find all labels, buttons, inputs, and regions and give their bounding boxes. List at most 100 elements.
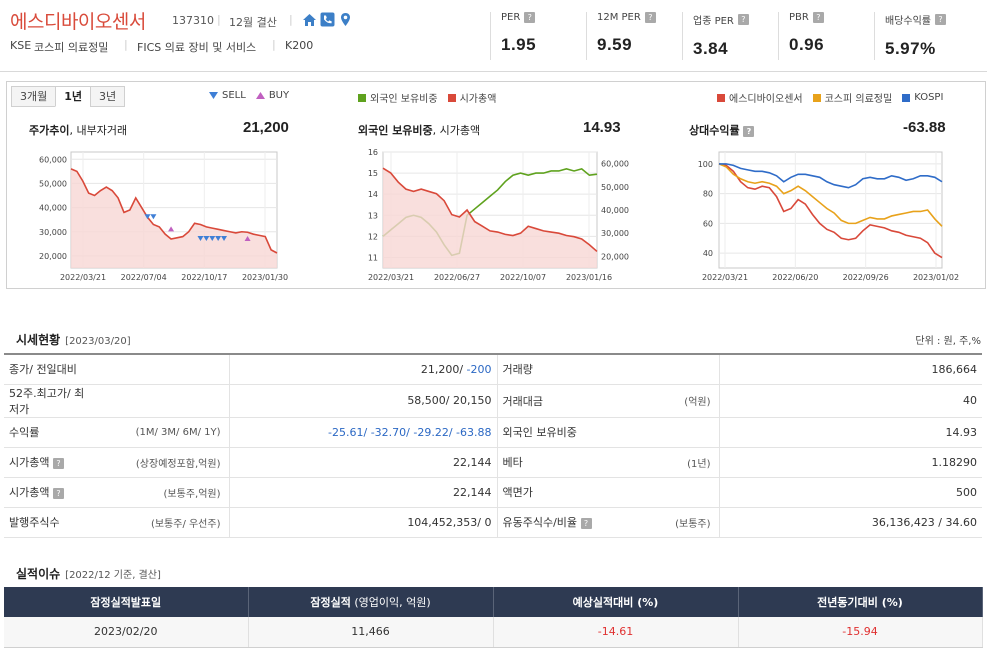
legend-sell: SELL xyxy=(209,90,246,101)
help-icon[interactable]: ? xyxy=(737,14,749,25)
header-text: 잠정실적 xyxy=(310,596,351,609)
market-status-title: 시세현황 [2023/03/20] xyxy=(16,331,131,348)
yoy-value: -15.94 xyxy=(738,617,983,648)
relative-panel-value: -63.88 xyxy=(903,119,946,136)
relative-legend: 에스디바이오센서 코스피 의료정밀 KOSPI xyxy=(717,90,943,105)
help-icon[interactable]: ? xyxy=(580,518,592,529)
location-pin-icon[interactable] xyxy=(338,12,353,27)
section-title-text: 실적이슈 xyxy=(16,567,61,581)
row-sublabel xyxy=(607,353,719,385)
divider: | xyxy=(217,13,221,26)
value-text: 104,452,353/ 0 xyxy=(407,515,492,529)
value-change: -200 xyxy=(466,362,492,376)
value-text: 21,200/ xyxy=(420,362,467,376)
relative-panel-title: 상대수익률 ? xyxy=(689,122,755,138)
x-tick-label: 2023/01/16 xyxy=(566,273,612,282)
row-label: 시가총액 ? xyxy=(4,477,99,508)
sell-marker xyxy=(144,214,151,220)
metric-value: 9.59 xyxy=(597,35,633,54)
y-tick-label: 60 xyxy=(703,219,713,228)
index-member: K200 xyxy=(285,39,314,52)
metric-per: PER? 1.95 xyxy=(490,12,588,60)
metric-label: 12M PER xyxy=(597,12,641,23)
legend-label: 시가총액 xyxy=(459,94,497,105)
tab-1y[interactable]: 1년 xyxy=(55,86,92,107)
value-text: 22,144 xyxy=(453,485,492,499)
tab-3m[interactable]: 3개월 xyxy=(11,86,57,107)
help-icon[interactable]: ? xyxy=(935,14,946,25)
sell-marker xyxy=(215,236,222,241)
market-status-table: 종가/ 전일대비 21,200/ -200 거래량 186,664 52주.최고가/ 최… xyxy=(4,353,982,538)
metric-sector-per: 업종 PER? 3.84 xyxy=(682,12,780,60)
row-sublabel xyxy=(607,417,719,448)
x-tick-label: 2022/03/21 xyxy=(60,273,106,282)
row-value: 104,452,353/ 0 xyxy=(228,507,498,538)
header-announce-date: 잠정실적발표일 xyxy=(4,587,249,617)
row-value: 186,664 xyxy=(718,353,982,385)
row-label: 베타 xyxy=(497,447,607,478)
label-text: 발행주식수 xyxy=(9,516,60,529)
header-text: 잠정실적발표일 xyxy=(90,596,162,609)
phone-icon[interactable] xyxy=(320,12,335,27)
table-row: 발행주식수 (보통주/ 우선주) 104,452,353/ 0 유동주식수/비율 ?(… xyxy=(4,507,982,538)
table-row: 52주.최고가/ 최저가 58,500/ 20,150 거래대금 (억원) 40 xyxy=(4,384,982,418)
legend-sector: 코스피 의료정밀 xyxy=(812,90,892,105)
label-text: 수익률 xyxy=(9,426,40,439)
row-label: 액면가 xyxy=(497,477,607,508)
help-icon[interactable]: ? xyxy=(743,126,755,137)
sector-return-line xyxy=(718,163,943,227)
help-icon[interactable]: ? xyxy=(524,12,536,23)
sell-marker xyxy=(221,236,228,241)
price-chart: 60,000 50,000 40,000 30,000 20,000 2022/03/21… xyxy=(39,151,288,282)
y-tick-label: 11 xyxy=(368,253,378,262)
row-value: 14.93 xyxy=(718,417,982,448)
x-tick-label: 2022/07/04 xyxy=(121,273,167,282)
row-label: 유동주식수/비율 ? xyxy=(497,507,607,538)
sell-marker xyxy=(150,214,157,220)
earnings-title: 실적이슈 [2022/12 기준, 결산] xyxy=(16,565,161,582)
value-text: 58,500/ 20,150 xyxy=(407,394,492,407)
row-value: 1.18290 xyxy=(718,447,982,478)
home-icon[interactable] xyxy=(302,12,317,27)
stock-code: 137310 xyxy=(172,14,214,27)
help-icon[interactable]: ? xyxy=(52,458,64,469)
row-label: 시가총액 ? xyxy=(4,447,99,478)
buy-marker xyxy=(168,226,175,232)
metric-dividend-yield: 배당수익률? 5.97% xyxy=(874,12,984,60)
label-text: 종가/ 전일대비 xyxy=(9,363,77,377)
y-right-tick-label: 50,000 xyxy=(601,183,629,192)
metric-pbr: PBR? 0.96 xyxy=(778,12,876,60)
help-icon[interactable]: ? xyxy=(812,12,824,23)
row-value: 58,500/ 20,150 xyxy=(228,384,498,418)
row-sublabel: (상장예정포함,억원) xyxy=(99,447,229,478)
row-label: 외국인 보유비중 xyxy=(497,417,607,448)
x-tick-label: 2023/01/30 xyxy=(242,273,288,282)
y-tick-label: 60,000 xyxy=(39,155,67,164)
table-row: 시가총액 ? (보통주,억원) 22,144 액면가 500 xyxy=(4,477,982,508)
row-label: 거래대금 xyxy=(497,384,607,418)
table-row: 2023/02/20 11,466 -14.61 -15.94 xyxy=(4,617,983,648)
header-preliminary: 잠정실적 (영업이익, 억원) xyxy=(248,587,494,617)
metric-label: PBR xyxy=(789,12,809,23)
y-right-tick-label: 30,000 xyxy=(601,229,629,238)
panel-subtitle: , 내부자거래 xyxy=(69,124,128,137)
panel-subtitle: , 시가총액 xyxy=(432,124,481,137)
header-text: 전년동기대비 (%) xyxy=(817,596,903,609)
metric-12m-per: 12M PER? 9.59 xyxy=(586,12,684,60)
sell-marker xyxy=(203,236,210,241)
help-icon[interactable]: ? xyxy=(644,12,656,23)
row-sublabel: (보통주/ 우선주) xyxy=(99,507,229,538)
tab-3y[interactable]: 3년 xyxy=(90,86,126,107)
sell-marker xyxy=(209,236,216,241)
header-subtext: (영업이익, 억원) xyxy=(350,596,431,609)
legend-foreign-ratio: 외국인 보유비중 xyxy=(358,90,438,105)
table-row: 시가총액 ? (상장예정포함,억원) 22,144 베타 (1년) 1.18290 xyxy=(4,447,982,478)
row-label: 거래량 xyxy=(497,353,607,385)
foreign-legend: 외국인 보유비중 시가총액 xyxy=(358,90,496,105)
help-icon[interactable]: ? xyxy=(52,488,64,499)
row-value: 36,136,423 / 34.60 xyxy=(718,507,982,538)
company-return-line xyxy=(718,163,943,259)
legend-company: 에스디바이오센서 xyxy=(717,90,803,105)
metric-label: 배당수익률 xyxy=(885,16,931,27)
row-value: 22,144 xyxy=(228,447,498,478)
